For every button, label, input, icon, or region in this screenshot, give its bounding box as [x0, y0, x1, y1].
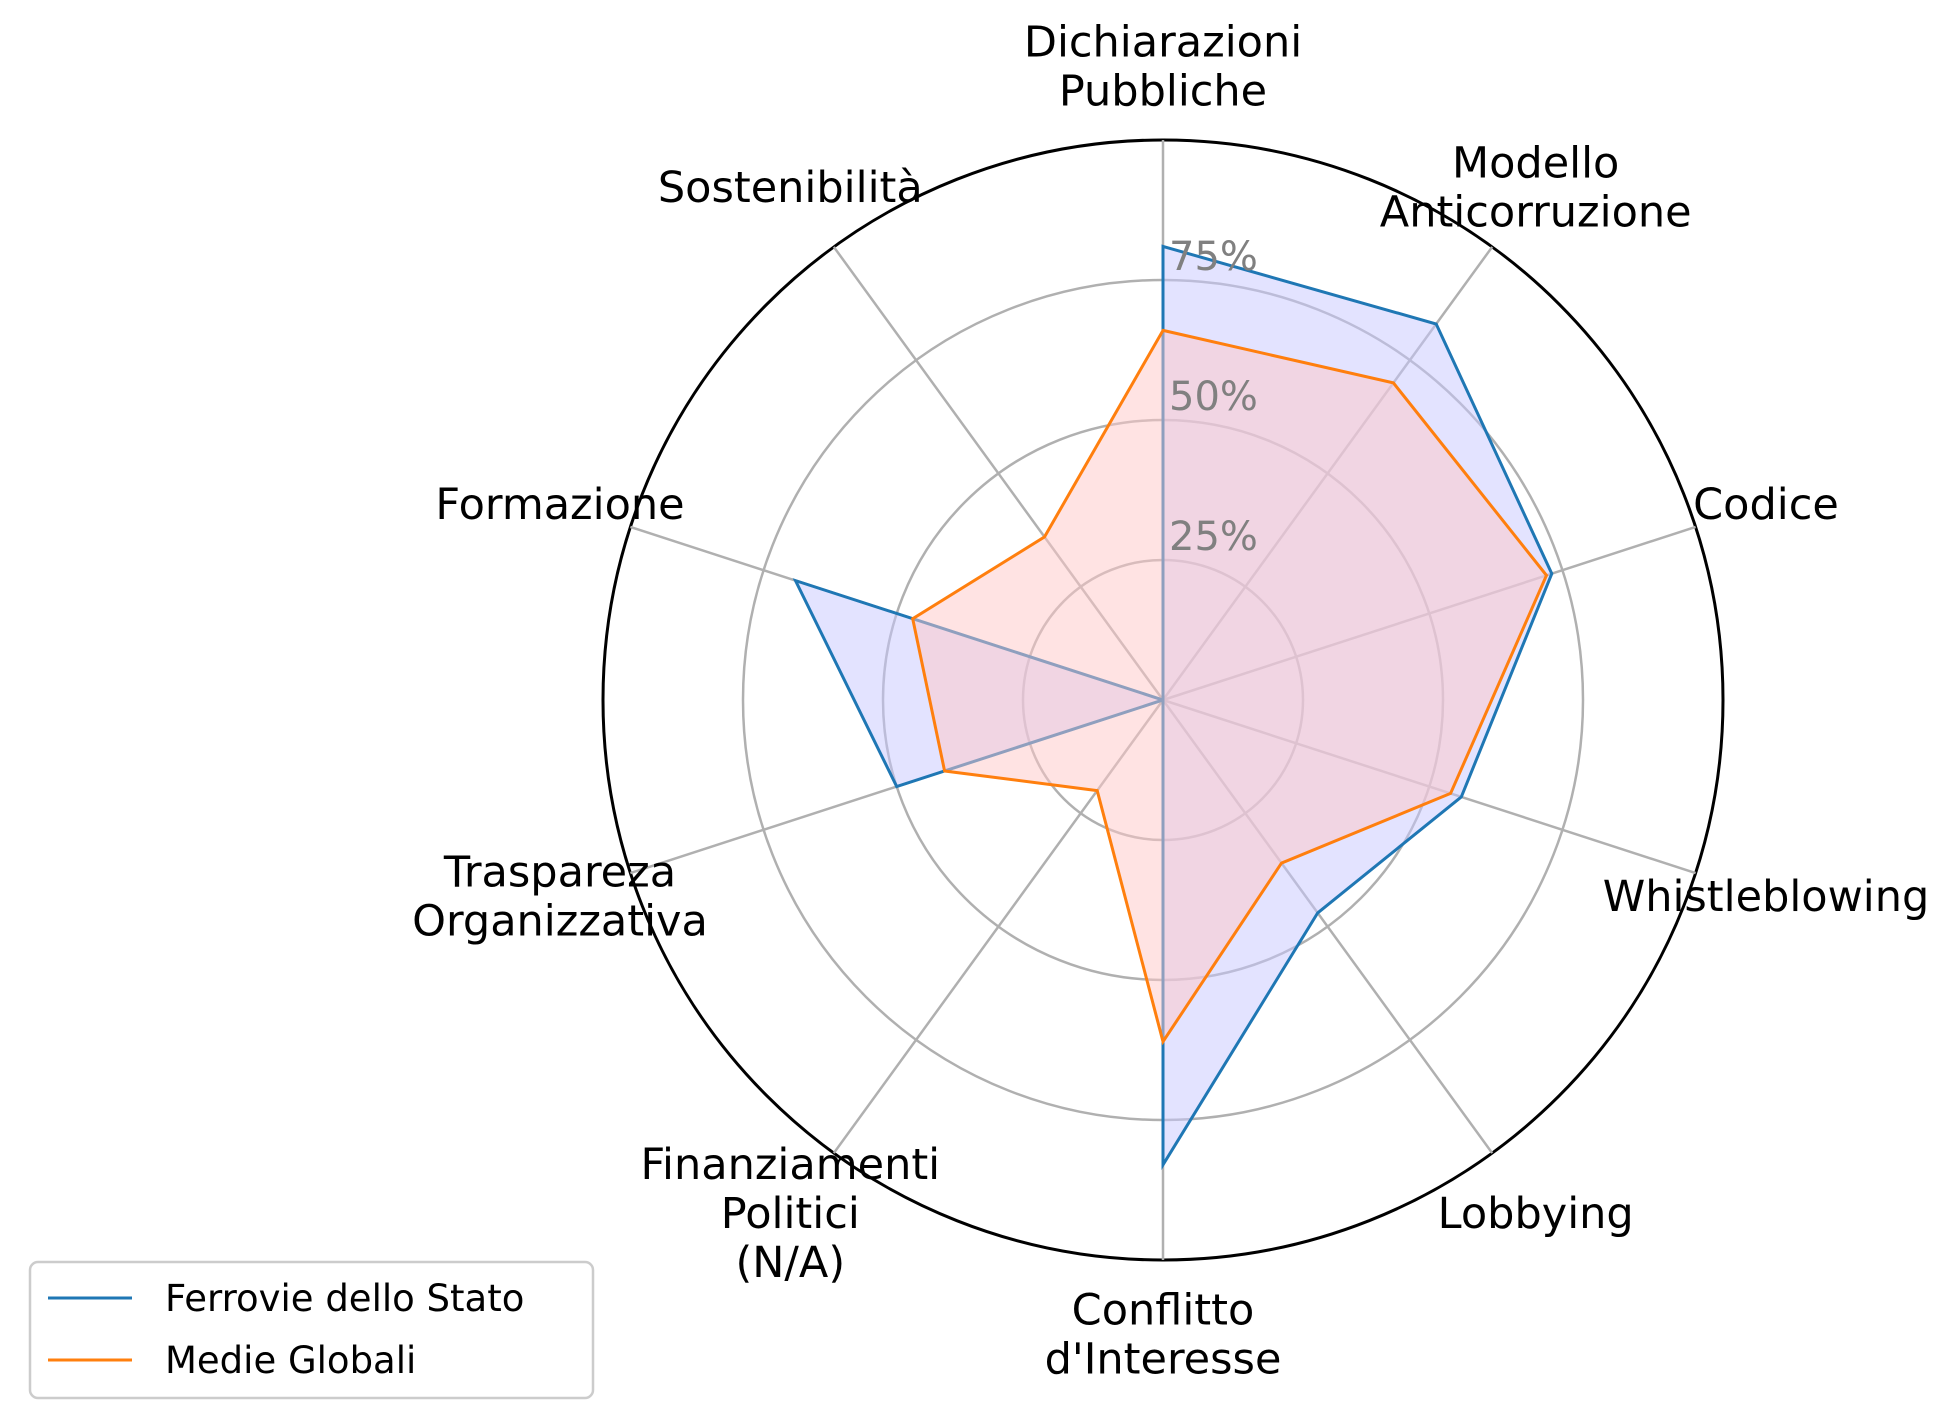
category-label: Dichiarazioni Pubbliche [1024, 18, 1302, 117]
radial-tick-label: 75% [1169, 234, 1258, 280]
category-label: Formazione [435, 480, 684, 530]
legend-label: Ferrovie dello Stato [165, 1277, 524, 1320]
category-label: Lobbying [1438, 1189, 1634, 1239]
category-label: Whistleblowing [1603, 872, 1930, 922]
category-label: Sostenibilità [658, 163, 923, 213]
series-2 [911, 328, 1549, 1046]
category-label: Codice [1693, 480, 1839, 530]
legend-label: Medie Globali [165, 1339, 416, 1382]
series-area [912, 330, 1547, 1042]
radial-tick-label: 25% [1169, 514, 1258, 560]
category-label: Conflitto d'Interesse [1045, 1286, 1282, 1385]
legend: Ferrovie dello Stato Medie Globali [28, 1260, 595, 1400]
series-line [911, 328, 1549, 1046]
category-labels: Dichiarazioni Pubbliche Modello Anticorruzi… [412, 18, 1929, 1385]
radial-tick-label: 50% [1169, 374, 1258, 420]
category-label: Modello Anticorruzione [1380, 139, 1692, 238]
radial-tick-labels: 25% 50% 75% [1169, 234, 1258, 560]
series-layer [792, 244, 1554, 1171]
category-label: Traspareza Organizzativa [412, 847, 708, 946]
category-label: Finanziamenti Politici (N/A) [640, 1140, 940, 1288]
legend-box [28, 1260, 595, 1400]
